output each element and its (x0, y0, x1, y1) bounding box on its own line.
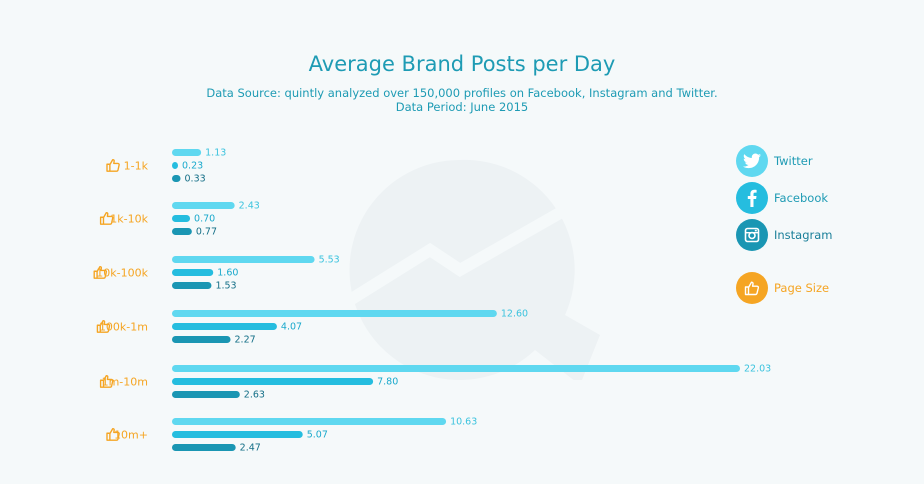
bar-instagram[interactable] (172, 336, 231, 343)
bar-twitter[interactable] (172, 310, 497, 317)
bar-twitter[interactable] (172, 149, 202, 156)
instagram-camera-icon (736, 219, 768, 251)
bar-value-label: 1.13 (205, 148, 226, 159)
legend-item-page-size[interactable]: Page Size (736, 272, 829, 304)
bar-twitter[interactable] (172, 256, 315, 263)
bar-facebook[interactable] (172, 431, 303, 438)
bar-twitter[interactable] (172, 202, 235, 209)
bar-instagram[interactable] (172, 282, 212, 289)
bar-value-label: 0.23 (182, 161, 203, 172)
legend-label-facebook: Facebook (774, 191, 829, 205)
category-thumbs-up-icon (99, 211, 114, 225)
bar-value-label: 2.43 (239, 201, 260, 212)
bar-instagram[interactable] (172, 228, 192, 235)
subtitle-data-period: Data Period: June 2015 (395, 100, 529, 114)
bar-instagram[interactable] (172, 391, 240, 398)
bar-value-label: 7.80 (377, 377, 398, 388)
bar-twitter[interactable] (172, 418, 447, 425)
bar-facebook[interactable] (172, 215, 191, 222)
chart-title: Average Brand Posts per Day (308, 52, 616, 76)
category-thumbs-up-icon (106, 427, 120, 441)
chart-subtitle: Data Source: quintly analyzed over 150,0… (0, 86, 924, 114)
bar-facebook[interactable] (172, 269, 214, 276)
legend-label-twitter: Twitter (774, 154, 813, 168)
bar-value-label: 10.63 (450, 417, 477, 428)
bar-value-label: 2.27 (235, 335, 256, 346)
bar-value-label: 12.60 (501, 309, 528, 320)
bar-value-label: 4.07 (281, 322, 302, 333)
category-label: 10m+ (114, 429, 148, 442)
category-thumbs-up-icon (96, 319, 111, 333)
category-label: 1-1k (124, 160, 149, 173)
bar-value-label: 1.60 (217, 268, 238, 279)
bar-value-label: 1.53 (215, 281, 236, 292)
category-thumbs-up-icon (106, 158, 120, 172)
chart-legend: Twitter Facebook Instagram Page Size (736, 145, 896, 315)
legend-item-instagram[interactable]: Instagram (736, 219, 833, 251)
bar-value-label: 0.77 (196, 227, 217, 238)
bar-value-label: 22.03 (744, 364, 771, 375)
legend-item-facebook[interactable]: Facebook (736, 182, 828, 214)
thumbs-up-icon (736, 272, 768, 304)
bar-value-label: 5.53 (319, 255, 340, 266)
legend-label-instagram: Instagram (774, 228, 833, 242)
bar-value-label: 0.33 (185, 174, 206, 185)
category-thumbs-up-icon (99, 374, 114, 388)
category-thumbs-up-icon (93, 265, 108, 279)
category-label: 1k-10k (110, 213, 148, 226)
twitter-bird-icon (736, 145, 768, 177)
bar-facebook[interactable] (172, 162, 178, 169)
category-label: 1m-10m (102, 376, 148, 389)
bar-instagram[interactable] (172, 444, 236, 451)
subtitle-data-source: Data Source: quintly analyzed over 150,0… (206, 86, 718, 100)
quintly-logo-watermark (346, 159, 600, 380)
category-label: 100k-1m (99, 321, 148, 334)
bar-value-label: 0.70 (194, 214, 215, 225)
legend-label-page-size: Page Size (774, 281, 830, 295)
category-label: 10k-100k (96, 267, 148, 280)
bar-instagram[interactable] (172, 175, 181, 182)
bar-facebook[interactable] (172, 323, 277, 330)
bar-facebook[interactable] (172, 378, 374, 385)
legend-item-twitter[interactable]: Twitter (736, 145, 813, 177)
bar-twitter[interactable] (172, 365, 740, 372)
bar-value-label: 5.07 (307, 430, 328, 441)
facebook-f-icon (736, 182, 768, 214)
bar-value-label: 2.63 (244, 390, 265, 401)
bar-value-label: 2.47 (240, 443, 261, 454)
